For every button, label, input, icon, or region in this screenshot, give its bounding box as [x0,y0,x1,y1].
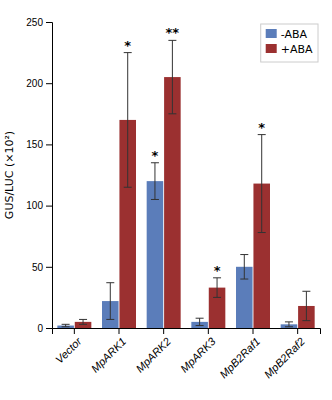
y-tick: 100 [26,200,52,211]
error-bar [62,324,70,326]
x-tick: MpARK1 [89,328,129,375]
x-tick-label: MpB2Raf1 [217,335,262,380]
plot: 050100150200250VectorMpARK1MpARK2MpARK3M… [3,17,321,381]
legend-swatch [266,44,277,53]
significance-star: * [152,148,159,163]
error-bar [151,163,159,200]
annotations: ****** [124,25,265,277]
y-tick-mark [46,22,52,23]
x-tick: MpARK3 [178,328,218,375]
x-axis-line [53,329,321,335]
x-axis: VectorMpARK1MpARK2MpARK3MpB2Raf1MpB2Raf2 [53,328,321,380]
chart: 050100150200250VectorMpARK1MpARK2MpARK3M… [0,0,332,400]
legend-item: +ABA [266,43,313,56]
error-bar [168,40,176,113]
significance-star: * [124,38,131,53]
legend-swatch [266,29,277,38]
y-axis-line [46,23,53,329]
legend-frame [261,24,318,62]
y-tick-label: 150 [26,139,43,150]
y-tick: 250 [26,17,52,28]
significance-star: * [258,120,265,135]
x-tick-label: MpARK2 [133,335,173,375]
legend-label: +ABA [281,43,313,56]
bar [147,181,164,328]
error-bar [285,322,293,327]
y-tick-label: 50 [32,262,44,273]
x-tick: MpARK2 [133,328,173,375]
y-tick-label: 0 [37,323,43,334]
error-bar [106,283,114,320]
x-tick-label: MpB2Raf2 [262,335,307,380]
legend: -ABA +ABA [261,24,318,62]
bar [164,77,181,328]
y-tick-mark [46,206,52,207]
x-tick: MpB2Raf2 [262,328,307,380]
x-tick: MpB2Raf1 [217,328,262,380]
legend-label: -ABA [281,28,308,41]
y-tick: 50 [32,262,52,273]
y-axis-title: GUS/LUC (×10²) [3,131,16,219]
x-tick-mark [297,328,298,334]
x-tick-label: Vector [53,334,85,366]
y-tick-label: 200 [26,78,43,89]
y-axis: 0 50 100 150 200 250 [26,17,52,334]
error-bar [124,53,132,188]
error-bar [302,291,310,320]
significance-star: ** [166,25,180,40]
y-tick: 200 [26,78,52,89]
y-tick-mark [46,267,52,268]
y-tick-label: 250 [26,17,43,28]
x-tick-mark [74,328,75,334]
error-bar [240,255,248,279]
x-tick-label: MpARK1 [89,335,129,375]
significance-star: * [214,263,221,278]
error-bar [213,278,221,298]
bar-series [75,40,315,328]
legend-item: -ABA [266,28,308,41]
bars [57,40,314,328]
y-tick: 0 [37,323,52,334]
error-bar [196,318,204,325]
y-tick-mark [46,83,52,84]
x-tick: Vector [53,328,85,366]
y-tick-mark [46,144,52,145]
y-tick-mark [46,328,52,329]
x-tick-mark [208,328,209,334]
x-tick-mark [253,328,254,334]
error-bar [79,319,87,324]
y-tick-label: 100 [26,200,43,211]
error-bar [258,135,266,233]
x-tick-label: MpARK3 [178,334,218,374]
x-tick-mark [119,328,120,334]
x-tick-mark [163,328,164,334]
y-tick: 150 [26,139,52,150]
